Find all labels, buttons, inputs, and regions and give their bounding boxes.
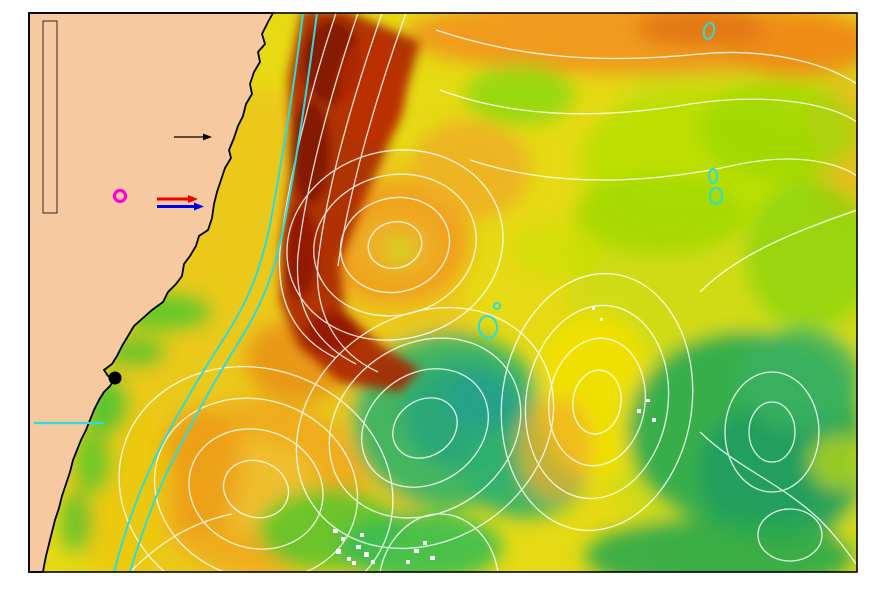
contour-ring-cold-eddy-centre bbox=[295, 306, 555, 550]
colorbar bbox=[42, 20, 58, 214]
plot-frame bbox=[28, 12, 858, 573]
cloud-speckles bbox=[333, 307, 656, 565]
contour-ring-cold-eddy-se bbox=[724, 371, 820, 493]
land-coastline bbox=[28, 12, 275, 573]
contour-ring-warm-eddy-east bbox=[500, 272, 694, 532]
sydney-marker bbox=[108, 371, 122, 385]
legend-altimetric-arrow-icon bbox=[174, 133, 212, 141]
map-annotations bbox=[34, 133, 212, 425]
colorbar-gradient bbox=[42, 20, 58, 214]
legend-hf-red-arrow-icon bbox=[157, 195, 198, 203]
sealevel-contours bbox=[118, 13, 857, 572]
contour-ring-warm-eddy-north bbox=[286, 149, 504, 341]
sst-field bbox=[29, 13, 857, 572]
legend-hf-blue-arrow-icon bbox=[157, 202, 204, 211]
argo-marker-icon bbox=[112, 188, 128, 204]
bathymetry-contours bbox=[113, 13, 723, 572]
contour-ring-warm-eddy-sw bbox=[118, 365, 394, 572]
